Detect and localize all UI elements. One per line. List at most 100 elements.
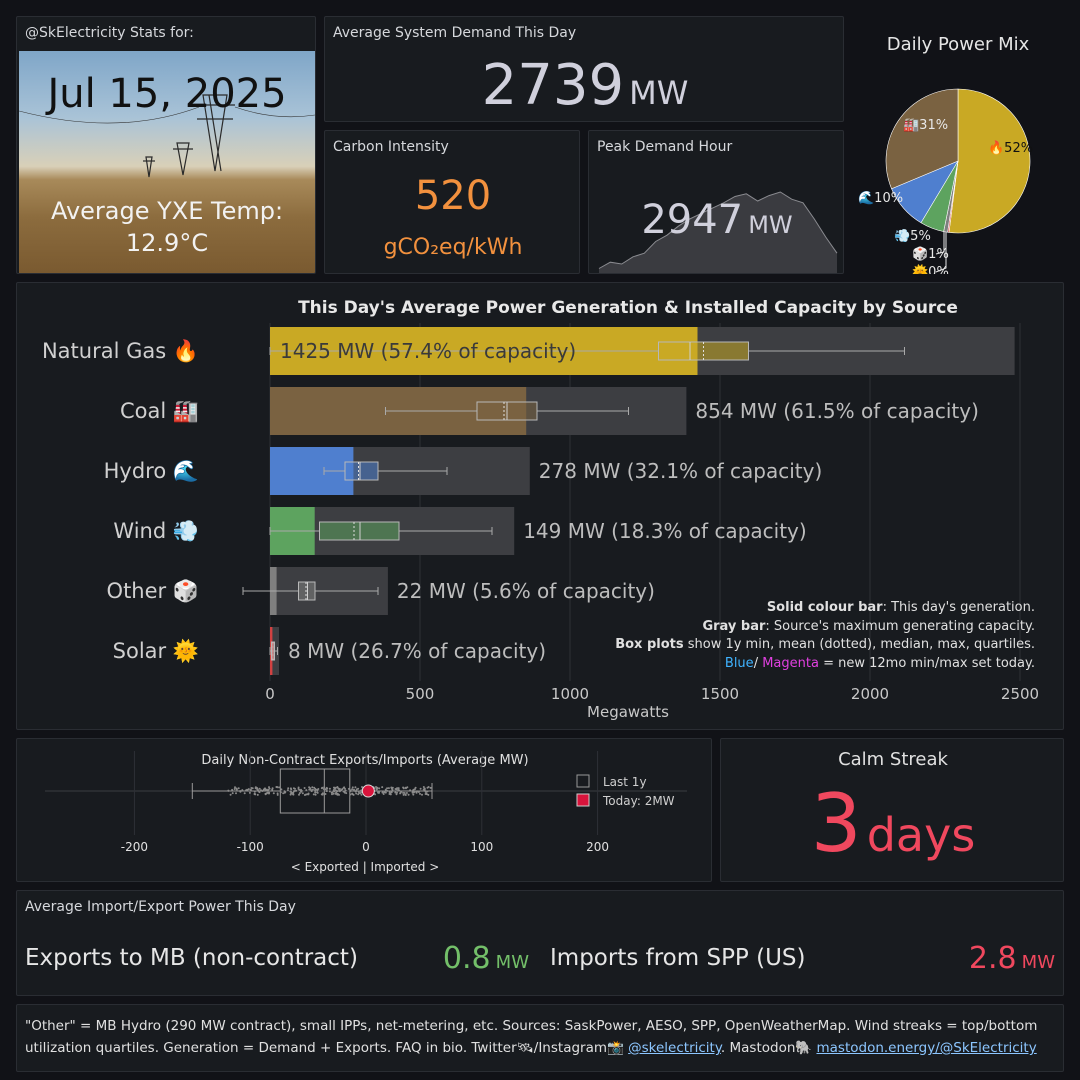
streak-value: 3 bbox=[810, 777, 862, 870]
generation-legend: Solid colour bar: This day's generation.… bbox=[615, 599, 1035, 673]
source-label: Hydro 🌊 bbox=[104, 458, 199, 483]
exports-sample-point bbox=[308, 788, 311, 791]
legend-line-solid: Solid colour bar: This day's generation. bbox=[615, 599, 1035, 618]
pie-slice bbox=[948, 88, 1031, 234]
exports-value: 0.8 bbox=[442, 941, 491, 976]
pie-slice-label: 🎲1% bbox=[912, 246, 949, 262]
exports-sample-point bbox=[235, 792, 237, 795]
legend-last-swatch bbox=[576, 774, 590, 788]
exports-sample-point bbox=[384, 788, 387, 791]
exports-sample-point bbox=[337, 788, 340, 790]
box-body bbox=[344, 461, 379, 481]
demand-unit: MW bbox=[629, 74, 689, 112]
exports-sample-point bbox=[233, 788, 236, 790]
exports-sample-point bbox=[303, 787, 306, 789]
exports-sample-point bbox=[343, 790, 346, 793]
exports-sample-point bbox=[268, 786, 270, 789]
exports-sample-point bbox=[249, 788, 252, 791]
exports-sample-point bbox=[282, 792, 285, 795]
exports-tick-label: 200 bbox=[586, 840, 609, 854]
exports-sample-point bbox=[241, 789, 244, 792]
exports-sample-point bbox=[386, 789, 389, 792]
exports-sample-point bbox=[355, 792, 358, 795]
exports-sample-point bbox=[427, 793, 430, 796]
legend-line-gray: Gray bar: Source's maximum generating ca… bbox=[615, 618, 1035, 637]
exports-sample-point bbox=[303, 794, 306, 796]
exports-sample-point bbox=[280, 788, 283, 791]
exports-tick-label: -200 bbox=[121, 840, 148, 854]
exports-sample-point bbox=[405, 792, 408, 794]
temp-label: Average YXE Temp: bbox=[50, 197, 284, 225]
exports-sample-point bbox=[334, 786, 337, 789]
date-display: Jul 15, 2025 bbox=[47, 71, 287, 117]
carbon-panel-title: Carbon Intensity bbox=[333, 139, 449, 155]
pie-slice-label: 🌊10% bbox=[858, 190, 903, 206]
exports-sample-point bbox=[286, 789, 289, 792]
legend-sep: / bbox=[753, 655, 763, 671]
exports-sample-point bbox=[248, 791, 251, 794]
exports-sample-point bbox=[279, 791, 282, 794]
mastodon-link[interactable]: mastodon.energy/@SkElectricity bbox=[816, 1040, 1037, 1056]
generation-chart: This Day's Average Power Generation & In… bbox=[42, 298, 1039, 721]
legend-record-text: = new 12mo min/max set today. bbox=[818, 655, 1035, 671]
exports-sample-point bbox=[254, 787, 257, 790]
demand-panel-title: Average System Demand This Day bbox=[333, 25, 577, 41]
exports-sample-point bbox=[360, 793, 363, 796]
mix-pie-chart: 🔥52% 🌞0%🎲1% 💨5% 🌊10% 🏭31% bbox=[858, 88, 1033, 274]
exports-sample-point bbox=[316, 791, 319, 794]
streak-unit: days bbox=[866, 808, 976, 862]
exports-sample-point bbox=[231, 788, 234, 791]
carbon-value: 520 bbox=[414, 173, 492, 219]
exports-sample-point bbox=[250, 787, 253, 789]
footer-line1: "Other" = MB Hydro (290 MW contract), sm… bbox=[25, 1018, 1038, 1034]
source-label: Solar 🌞 bbox=[113, 638, 199, 664]
exports-sample-point bbox=[243, 792, 246, 795]
exports-sample-point bbox=[287, 787, 290, 790]
peak-sparkline bbox=[598, 191, 838, 273]
generation-value-label: 8 MW (26.7% of capacity) bbox=[288, 639, 546, 663]
prairie-photo: Jul 15, 2025 Average YXE Temp: 12.9°C bbox=[19, 51, 315, 273]
exports-sample-point bbox=[229, 793, 232, 796]
exports-sample-point bbox=[345, 792, 348, 795]
exports-sample-point bbox=[402, 786, 405, 789]
demand-panel: Average System Demand This Day 2739 MW bbox=[324, 16, 844, 122]
peak-unit: MW bbox=[748, 211, 793, 239]
exports-sample-point bbox=[314, 791, 317, 794]
exports-sample-point bbox=[298, 788, 301, 791]
pie-slice-label: 🏭31% bbox=[903, 118, 948, 133]
exports-sample-point bbox=[397, 788, 400, 791]
exports-sample-point bbox=[268, 792, 270, 795]
exports-sample-point bbox=[316, 789, 319, 792]
exports-tick-label: 0 bbox=[362, 840, 370, 854]
exports-title: Daily Non-Contract Exports/Imports (Aver… bbox=[201, 753, 528, 768]
pie-slice bbox=[885, 88, 959, 190]
exports-sample-point bbox=[235, 787, 238, 790]
exports-sample-point bbox=[429, 786, 432, 789]
exports-sample-point bbox=[378, 790, 381, 793]
exports-sample-point bbox=[338, 790, 341, 793]
exports-sample-point bbox=[324, 793, 327, 795]
legend-today-label: Today: 2MW bbox=[602, 794, 675, 808]
exports-sample-point bbox=[237, 787, 240, 790]
pie-slice-label: 🔥52% bbox=[988, 140, 1033, 156]
demand-value: 2739 bbox=[481, 53, 625, 118]
exports-sample-point bbox=[388, 793, 391, 795]
exports-sample-point bbox=[272, 792, 275, 795]
exports-sample-point bbox=[375, 786, 377, 788]
exports-sample-point bbox=[297, 786, 300, 789]
exports-sample-point bbox=[258, 787, 261, 790]
generation-xlabel: Megawatts bbox=[587, 703, 669, 721]
exports-sample-point bbox=[399, 792, 402, 795]
exports-sample-point bbox=[421, 793, 423, 796]
instagram-link[interactable]: @skelectricity bbox=[628, 1040, 721, 1056]
legend-line-record: Blue/ Magenta = new 12mo min/max set tod… bbox=[615, 655, 1035, 674]
exports-tick-label: 100 bbox=[470, 840, 493, 854]
exports-sample-point bbox=[395, 793, 398, 796]
exports-sample-point bbox=[333, 790, 336, 793]
exports-sample-point bbox=[391, 788, 394, 791]
pie-leader-line bbox=[935, 232, 945, 255]
exports-sample-point bbox=[352, 793, 355, 796]
exports-sample-point bbox=[294, 789, 296, 792]
exports-sample-point bbox=[351, 788, 354, 791]
exports-sample-point bbox=[402, 791, 405, 794]
